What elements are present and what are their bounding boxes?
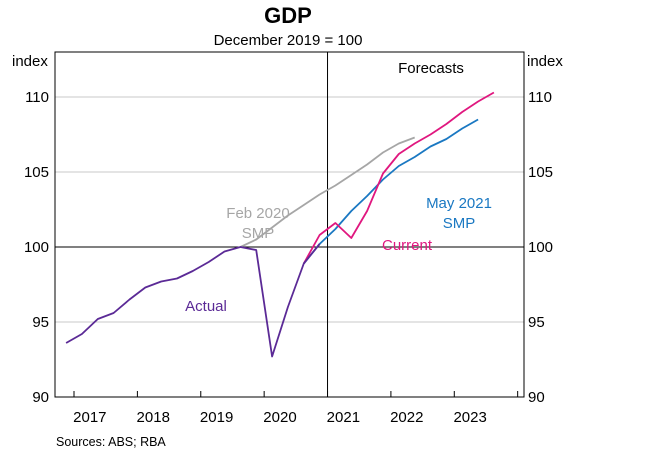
y-tick-right-110: 110	[528, 89, 552, 106]
y-tick-left-105: 105	[24, 164, 49, 181]
x-tick-2019: 2019	[200, 409, 233, 426]
y-axis-label-right: index	[527, 53, 563, 70]
x-tick-2022: 2022	[390, 409, 423, 426]
x-tick-2023: 2023	[453, 409, 486, 426]
source-note: Sources: ABS; RBA	[56, 435, 166, 449]
series-label-current-0: Current	[382, 237, 433, 254]
series-line-current	[303, 91, 495, 264]
y-tick-right-90: 90	[528, 389, 545, 406]
series-lines	[65, 91, 495, 358]
y-tick-left-100: 100	[24, 239, 49, 256]
y-axis-label-left: index	[12, 53, 48, 70]
series-label-feb-2020-smp-0: Feb 2020	[226, 205, 289, 222]
series-line-feb-2020-smp	[240, 136, 416, 248]
series-label-may-2021-smp-0: May 2021	[426, 195, 492, 212]
x-tick-2017: 2017	[73, 409, 106, 426]
forecast-label: Forecasts	[398, 60, 464, 77]
y-tick-labels: 90 90 95 95 100 100 105 105 110 110	[24, 89, 553, 406]
y-tick-left-110: 110	[25, 89, 49, 106]
y-tick-left-90: 90	[32, 389, 49, 406]
series-line-actual	[65, 243, 321, 358]
chart-subtitle: December 2019 = 100	[214, 32, 363, 49]
series-line-may-2021-smp	[303, 118, 479, 265]
x-tick-labels: 2017 2018 2019 2020 2021 2022 2023	[73, 391, 519, 426]
chart-title: GDP	[264, 3, 312, 28]
x-tick-2021: 2021	[327, 409, 360, 426]
series-labels: Actual Feb 2020 SMP Current May 2021 SMP	[185, 195, 492, 315]
series-label-actual-0: Actual	[185, 298, 227, 315]
y-tick-right-105: 105	[528, 164, 553, 181]
plot-border	[54, 51, 525, 398]
series-label-may-2021-smp-1: SMP	[443, 215, 476, 232]
x-tick-2018: 2018	[137, 409, 170, 426]
x-tick-2020: 2020	[263, 409, 296, 426]
gridlines	[55, 96, 524, 323]
plot-frame	[54, 51, 525, 398]
series-label-feb-2020-smp-1: SMP	[242, 225, 275, 242]
y-tick-left-95: 95	[32, 314, 49, 331]
y-tick-right-100: 100	[528, 239, 553, 256]
y-tick-right-95: 95	[528, 314, 545, 331]
